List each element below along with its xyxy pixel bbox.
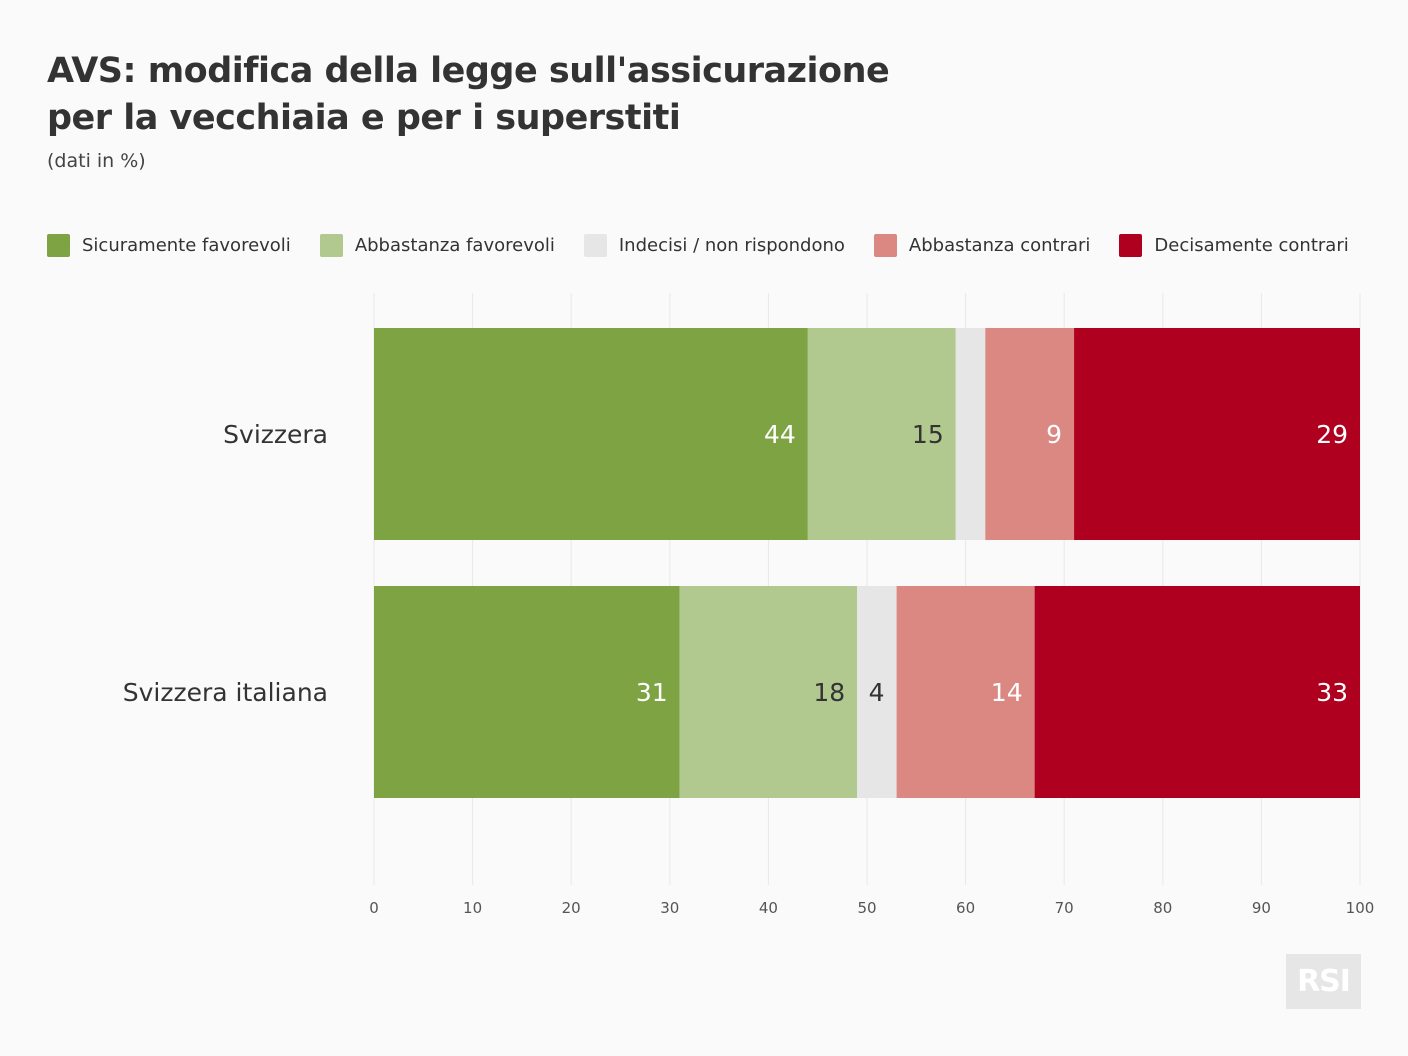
data-label: 33 [1316, 678, 1348, 707]
bar-segment [374, 328, 808, 540]
title-line-2: per la vecchiaia e per i superstiti [47, 98, 681, 138]
bar-segment [857, 586, 897, 798]
data-label: 15 [912, 420, 944, 449]
legend-label: Indecisi / non rispondono [618, 235, 845, 256]
data-label: 44 [764, 420, 796, 449]
legend-item: Abbastanza favorevoli [319, 234, 555, 257]
x-tick-label: 80 [1153, 899, 1172, 917]
title-line-1: AVS: modifica della legge sull'assicuraz… [47, 51, 890, 91]
legend-swatch [47, 234, 70, 257]
legend-swatch [583, 234, 607, 257]
legend: Sicuramente favorevoli Abbastanza favorev… [47, 234, 1378, 257]
legend-label: Sicuramente favorevoli [82, 235, 291, 256]
legend-item: Sicuramente favorevoli [47, 234, 291, 257]
legend-item: Decisamente contrari [1119, 234, 1349, 257]
x-tick-label: 90 [1252, 899, 1271, 917]
legend-label: Decisamente contrari [1154, 235, 1349, 256]
x-tick-label: 30 [660, 899, 679, 917]
legend-label: Abbastanza favorevoli [354, 235, 555, 256]
x-tick-label: 40 [759, 899, 778, 917]
legend-label: Abbastanza contrari [908, 235, 1091, 256]
x-tick-label: 0 [369, 899, 379, 917]
data-label: 14 [991, 678, 1023, 707]
bar-segment [1074, 328, 1360, 540]
category-label: Svizzera italiana [123, 678, 328, 707]
chart-subtitle: (dati in %) [47, 150, 146, 172]
x-tick-label: 10 [463, 899, 482, 917]
bar-segment [679, 586, 858, 798]
bar-segment [985, 328, 1075, 540]
bar-segment [374, 586, 680, 798]
data-label: 31 [636, 678, 668, 707]
data-label: 9 [1046, 420, 1062, 449]
x-tick-label: 70 [1055, 899, 1074, 917]
category-label: Svizzera [223, 420, 328, 449]
chart-title: AVS: modifica della legge sull'assicuraz… [47, 48, 890, 142]
legend-item: Abbastanza contrari [873, 234, 1091, 257]
x-tick-label: 100 [1346, 899, 1375, 917]
rsi-logo: RSI [1286, 954, 1361, 1009]
legend-item: Indecisi / non rispondono [583, 234, 845, 257]
x-tick-label: 20 [562, 899, 581, 917]
legend-swatch [319, 234, 343, 257]
data-label: 4 [869, 678, 885, 707]
data-label: 29 [1316, 420, 1348, 449]
data-label: 18 [813, 678, 845, 707]
legend-swatch [873, 234, 897, 257]
x-tick-label: 60 [956, 899, 975, 917]
bar-segment [807, 328, 956, 540]
bar-segment [896, 586, 1035, 798]
legend-swatch [1119, 234, 1143, 257]
bar-segment [955, 328, 986, 540]
bar-segment [1034, 586, 1360, 798]
x-tick-label: 50 [857, 899, 876, 917]
